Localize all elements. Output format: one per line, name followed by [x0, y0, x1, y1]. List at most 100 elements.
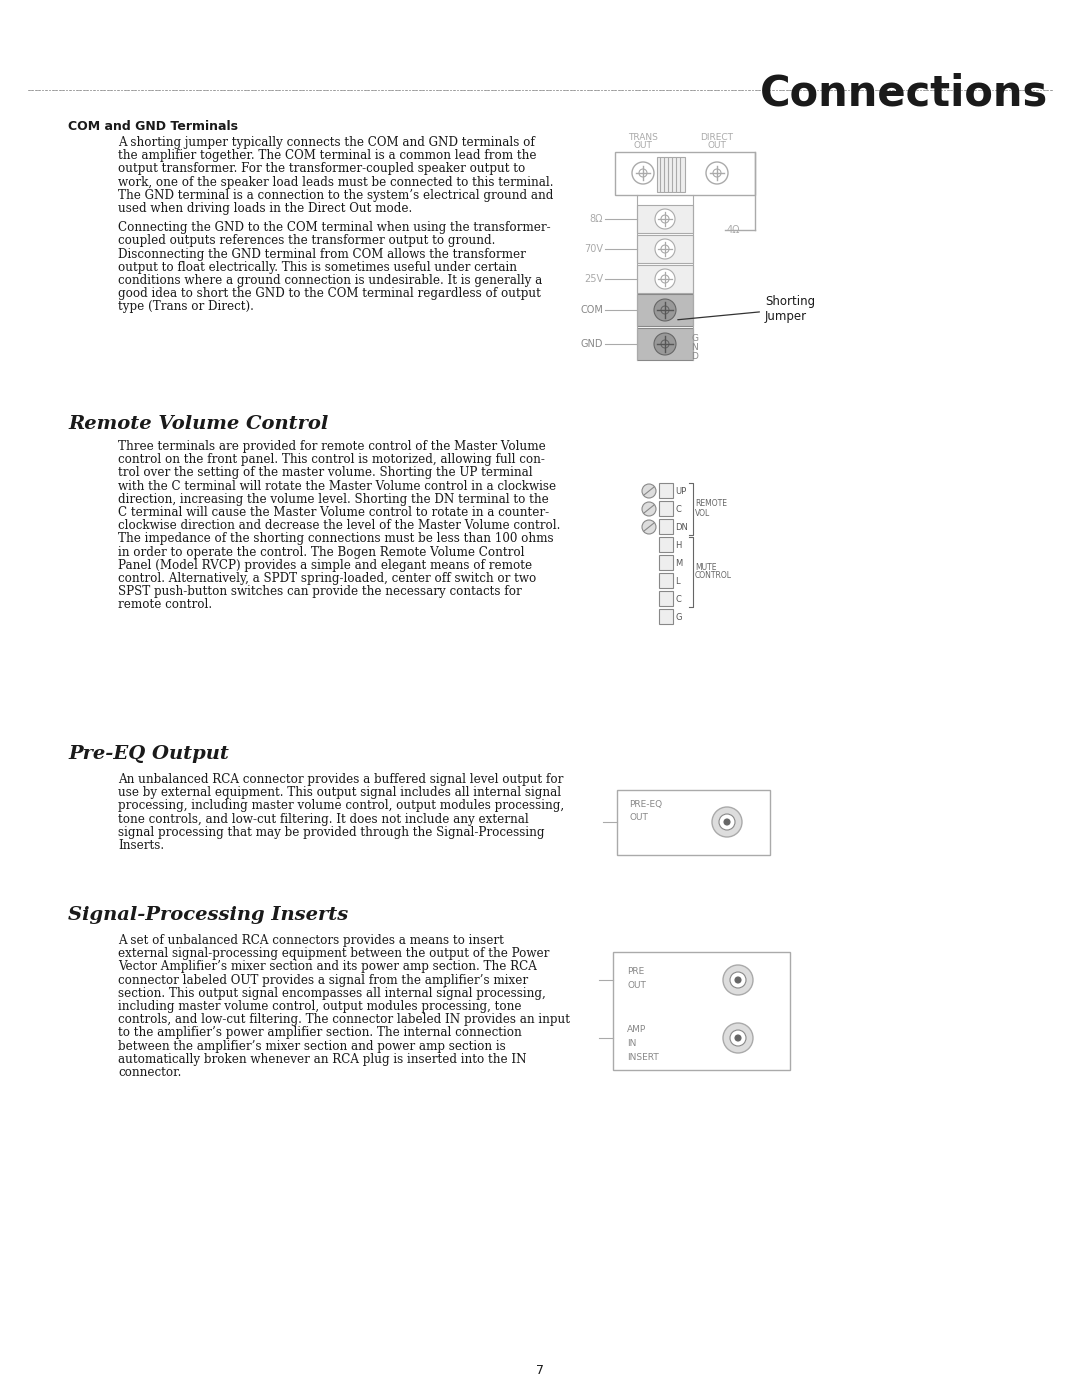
Text: 4Ω: 4Ω [727, 225, 741, 235]
Text: Connecting the GND to the COM terminal when using the transformer-: Connecting the GND to the COM terminal w… [118, 221, 551, 235]
Bar [657, 156, 685, 191]
Text: N: N [691, 344, 699, 352]
Circle shape [661, 244, 669, 253]
Text: 70V: 70V [584, 244, 603, 254]
Circle shape [723, 1023, 753, 1053]
Text: control on the front panel. This control is motorized, allowing full con-: control on the front panel. This control… [118, 453, 545, 467]
Text: C: C [675, 504, 680, 514]
Text: H: H [675, 541, 681, 549]
Text: M: M [675, 559, 683, 567]
Circle shape [724, 819, 730, 826]
Text: OUT: OUT [707, 141, 727, 149]
Circle shape [632, 162, 654, 184]
Circle shape [735, 977, 741, 983]
Text: direction, increasing the volume level. Shorting the DN terminal to the: direction, increasing the volume level. … [118, 493, 549, 506]
Circle shape [661, 339, 669, 348]
Circle shape [654, 270, 675, 289]
Text: to the amplifier’s power amplifier section. The internal connection: to the amplifier’s power amplifier secti… [118, 1027, 522, 1039]
Circle shape [642, 483, 656, 497]
Text: G: G [675, 612, 681, 622]
Text: used when driving loads in the Direct Out mode.: used when driving loads in the Direct Ou… [118, 203, 413, 215]
Bar [615, 152, 755, 196]
Text: L: L [675, 577, 679, 585]
Circle shape [642, 520, 656, 534]
Text: output transformer. For the transformer-coupled speaker output to: output transformer. For the transformer-… [118, 162, 525, 176]
Text: The GND terminal is a connection to the system’s electrical ground and: The GND terminal is a connection to the … [118, 189, 553, 201]
Text: good idea to short the GND to the COM terminal regardless of output: good idea to short the GND to the COM te… [118, 288, 541, 300]
Circle shape [654, 239, 675, 258]
Text: OUT: OUT [627, 981, 646, 989]
Text: 8Ω: 8Ω [590, 214, 603, 224]
Text: The impedance of the shorting connections must be less than 100 ohms: The impedance of the shorting connection… [118, 532, 554, 545]
Text: conditions where a ground connection is undesirable. It is generally a: conditions where a ground connection is … [118, 274, 542, 286]
Text: A shorting jumper typically connects the COM and GND terminals of: A shorting jumper typically connects the… [118, 136, 535, 149]
Circle shape [730, 1030, 746, 1046]
Circle shape [712, 807, 742, 837]
Text: PRE: PRE [627, 968, 645, 977]
Bar [637, 265, 693, 293]
Text: Disconnecting the GND terminal from COM allows the transformer: Disconnecting the GND terminal from COM … [118, 247, 526, 261]
Bar [617, 789, 770, 855]
Text: OUT: OUT [629, 813, 648, 821]
Text: TRANS: TRANS [629, 133, 658, 142]
Bar [659, 573, 673, 588]
Text: C: C [675, 595, 680, 604]
Bar [659, 502, 673, 515]
Text: section. This output signal encompasses all internal signal processing,: section. This output signal encompasses … [118, 986, 545, 1000]
Text: 25V: 25V [584, 274, 603, 284]
Text: Connections: Connections [759, 73, 1048, 115]
Bar [659, 591, 673, 606]
Circle shape [661, 275, 669, 284]
Circle shape [661, 306, 669, 314]
Text: C terminal will cause the Master Volume control to rotate in a counter-: C terminal will cause the Master Volume … [118, 506, 549, 520]
Circle shape [639, 169, 647, 177]
Text: use by external equipment. This output signal includes all internal signal: use by external equipment. This output s… [118, 787, 562, 799]
Bar [659, 536, 673, 552]
Circle shape [642, 502, 656, 515]
Circle shape [706, 162, 728, 184]
Text: An unbalanced RCA connector provides a buffered signal level output for: An unbalanced RCA connector provides a b… [118, 773, 564, 787]
Text: DN: DN [675, 522, 688, 531]
Circle shape [654, 299, 676, 321]
Text: IN: IN [627, 1038, 636, 1048]
Text: trol over the setting of the master volume. Shorting the UP terminal: trol over the setting of the master volu… [118, 467, 532, 479]
Bar [659, 555, 673, 570]
Text: CONTROL: CONTROL [696, 571, 732, 581]
Text: MUTE: MUTE [696, 563, 716, 573]
Text: SPST push-button switches can provide the necessary contacts for: SPST push-button switches can provide th… [118, 585, 522, 598]
Text: control. Alternatively, a SPDT spring-loaded, center off switch or two: control. Alternatively, a SPDT spring-lo… [118, 571, 537, 585]
Text: D: D [691, 352, 699, 360]
Text: COM and GND Terminals: COM and GND Terminals [68, 120, 238, 133]
Bar [637, 205, 693, 233]
Circle shape [713, 169, 721, 177]
Text: in order to operate the control. The Bogen Remote Volume Control: in order to operate the control. The Bog… [118, 546, 525, 559]
Text: tone controls, and low-cut filtering. It does not include any external: tone controls, and low-cut filtering. It… [118, 813, 529, 826]
Text: UP: UP [675, 486, 686, 496]
Text: AMP: AMP [627, 1025, 646, 1035]
Text: Signal-Processing Inserts: Signal-Processing Inserts [68, 907, 348, 923]
Circle shape [661, 215, 669, 224]
Text: the amplifier together. The COM terminal is a common lead from the: the amplifier together. The COM terminal… [118, 149, 537, 162]
Bar [637, 235, 693, 263]
Text: signal processing that may be provided through the Signal-Processing: signal processing that may be provided t… [118, 826, 544, 838]
Text: remote control.: remote control. [118, 598, 212, 612]
Text: VOL: VOL [696, 510, 711, 518]
Text: clockwise direction and decrease the level of the Master Volume control.: clockwise direction and decrease the lev… [118, 520, 561, 532]
Text: Three terminals are provided for remote control of the Master Volume: Three terminals are provided for remote … [118, 440, 545, 453]
Text: type (Trans or Direct).: type (Trans or Direct). [118, 300, 254, 313]
Text: Inserts.: Inserts. [118, 840, 164, 852]
Text: COM: COM [580, 305, 603, 314]
Text: automatically broken whenever an RCA plug is inserted into the IN: automatically broken whenever an RCA plu… [118, 1053, 527, 1066]
Text: INSERT: INSERT [627, 1053, 659, 1063]
Text: between the amplifier’s mixer section and power amp section is: between the amplifier’s mixer section an… [118, 1039, 505, 1052]
Circle shape [719, 814, 735, 830]
Text: Pre-EQ Output: Pre-EQ Output [68, 745, 229, 763]
Text: Panel (Model RVCP) provides a simple and elegant means of remote: Panel (Model RVCP) provides a simple and… [118, 559, 532, 571]
Bar [659, 520, 673, 534]
Bar [613, 951, 789, 1070]
Text: OUT: OUT [634, 141, 652, 149]
Text: with the C terminal will rotate the Master Volume control in a clockwise: with the C terminal will rotate the Mast… [118, 479, 556, 493]
Text: G: G [691, 334, 699, 344]
Text: controls, and low-cut filtering. The connector labeled IN provides an input: controls, and low-cut filtering. The con… [118, 1013, 570, 1027]
Text: output to float electrically. This is sometimes useful under certain: output to float electrically. This is so… [118, 261, 517, 274]
